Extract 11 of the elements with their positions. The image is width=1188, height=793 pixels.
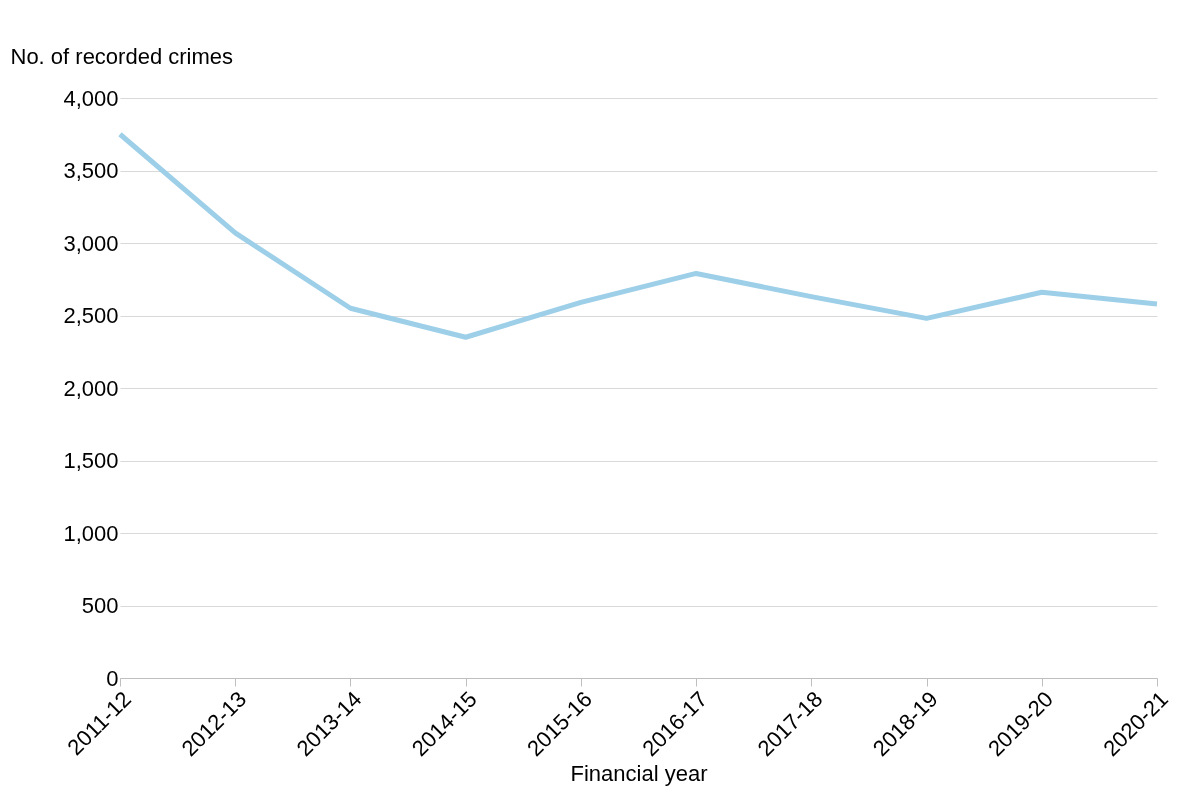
y-tick-label: 1,500 (63, 448, 119, 473)
y-tick-label: 1,000 (63, 520, 119, 546)
y-tick-label: 2,500 (63, 303, 119, 328)
y-tick-label: 2,000 (63, 375, 119, 401)
y-tick-label: 3,500 (63, 158, 119, 183)
x-axis-title: Financial year (570, 761, 708, 787)
y-tick-label: 500 (81, 593, 119, 618)
y-tick-label: 0 (106, 665, 119, 691)
y-tick-label: 4,000 (63, 85, 119, 111)
y-tick-label: 3,000 (63, 230, 119, 256)
y-axis-title: No. of recorded crimes (10, 43, 234, 69)
